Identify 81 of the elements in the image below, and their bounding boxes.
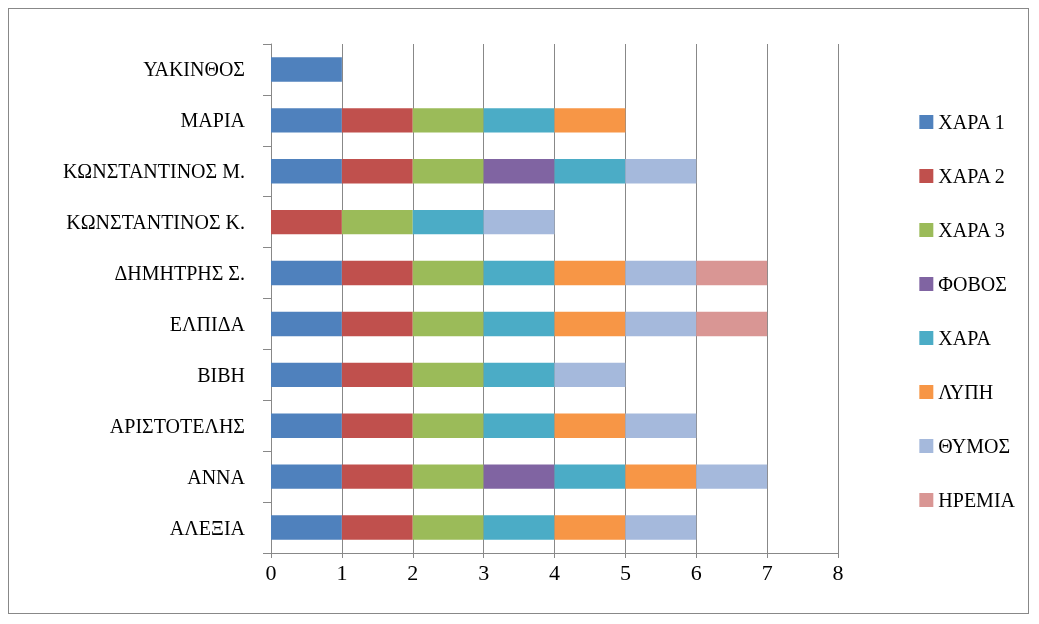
x-tick-label: 6 — [690, 559, 702, 585]
y-tick-label: ΚΩΝΣΤΑΝΤΙΝΟΣ Μ. — [62, 160, 245, 183]
y-tick-label: ΑΛΕΞΙΑ — [169, 516, 246, 539]
y-tick-label: ΑΝΝΑ — [187, 465, 246, 488]
bar — [554, 108, 626, 133]
x-tick-label: 3 — [478, 559, 490, 585]
bar — [696, 260, 768, 286]
bar — [554, 311, 626, 337]
bar — [271, 362, 342, 388]
bar — [483, 464, 555, 489]
bar — [341, 362, 413, 388]
y-tick-label: ΚΩΝΣΤΑΝΤΙΝΟΣ Κ. — [66, 211, 245, 234]
bar — [271, 311, 342, 337]
legend-label: ΦΟΒΟΣ — [938, 273, 1007, 295]
legend-label: ΧΑΡΑ 3 — [938, 219, 1005, 241]
bar — [271, 209, 342, 235]
x-tick-label: 2 — [407, 559, 419, 585]
x-tick-label: 5 — [619, 559, 631, 585]
bar — [412, 515, 484, 540]
y-tick-label: ΑΡΙΣΤΟΤΕΛΗΣ — [109, 414, 245, 437]
bar — [412, 362, 484, 388]
bar — [696, 311, 768, 337]
bar — [271, 464, 342, 489]
bar — [483, 362, 555, 388]
bar — [412, 260, 484, 286]
bar — [341, 260, 413, 286]
bar — [554, 464, 626, 489]
bar — [271, 413, 342, 438]
bar — [483, 209, 555, 235]
bar — [625, 464, 697, 489]
bar — [625, 413, 697, 438]
bar — [271, 260, 342, 286]
y-tick-label: ΜΑΡΙΑ — [180, 109, 246, 132]
x-tick-label: 4 — [549, 559, 560, 585]
bar — [483, 515, 555, 540]
bar — [412, 311, 484, 337]
bar — [271, 515, 342, 540]
y-tick-label: ΥΑΚΙΝΘΟΣ — [143, 58, 245, 81]
bar — [412, 108, 484, 133]
legend-label: ΘΥΜΟΣ — [938, 435, 1011, 457]
bar — [412, 413, 484, 438]
bar — [271, 159, 342, 184]
bar — [341, 108, 413, 133]
legend-label: ΧΑΡΑ — [938, 327, 992, 349]
bar — [483, 413, 555, 438]
legend-label: ΛΥΠΗ — [938, 381, 994, 403]
x-tick-label: 8 — [832, 559, 844, 585]
y-tick-label: ΔΗΜΗΤΡΗΣ Σ. — [114, 262, 245, 285]
bar — [271, 108, 342, 133]
bar — [483, 260, 555, 286]
bar — [271, 57, 342, 82]
bar — [554, 413, 626, 438]
bar — [341, 464, 413, 489]
bar — [341, 413, 413, 438]
x-tick-label: 7 — [761, 559, 773, 585]
bar — [554, 362, 626, 388]
bar — [412, 464, 484, 489]
bar — [696, 464, 768, 489]
bar — [341, 515, 413, 540]
y-tick-label: ΕΛΠΙΔΑ — [169, 312, 246, 335]
bar — [412, 209, 484, 235]
bar — [341, 209, 413, 235]
legend-label: ΗΡΕΜΙΑ — [938, 489, 1016, 511]
bar — [483, 159, 555, 184]
legend-label: ΧΑΡΑ 2 — [938, 165, 1005, 187]
legend-label: ΧΑΡΑ 1 — [938, 111, 1005, 133]
bar — [412, 159, 484, 184]
bar — [625, 260, 697, 286]
bar — [341, 159, 413, 184]
x-tick-label: 0 — [265, 559, 277, 585]
x-tick-label: 1 — [336, 559, 348, 585]
bar — [554, 515, 626, 540]
bar — [554, 159, 626, 184]
bar — [483, 311, 555, 337]
bar — [625, 515, 697, 540]
bar — [625, 311, 697, 337]
bar — [554, 260, 626, 286]
y-tick-label: ΒΙΒΗ — [197, 363, 245, 386]
bar — [483, 108, 555, 133]
bar — [341, 311, 413, 337]
bar — [625, 159, 697, 184]
